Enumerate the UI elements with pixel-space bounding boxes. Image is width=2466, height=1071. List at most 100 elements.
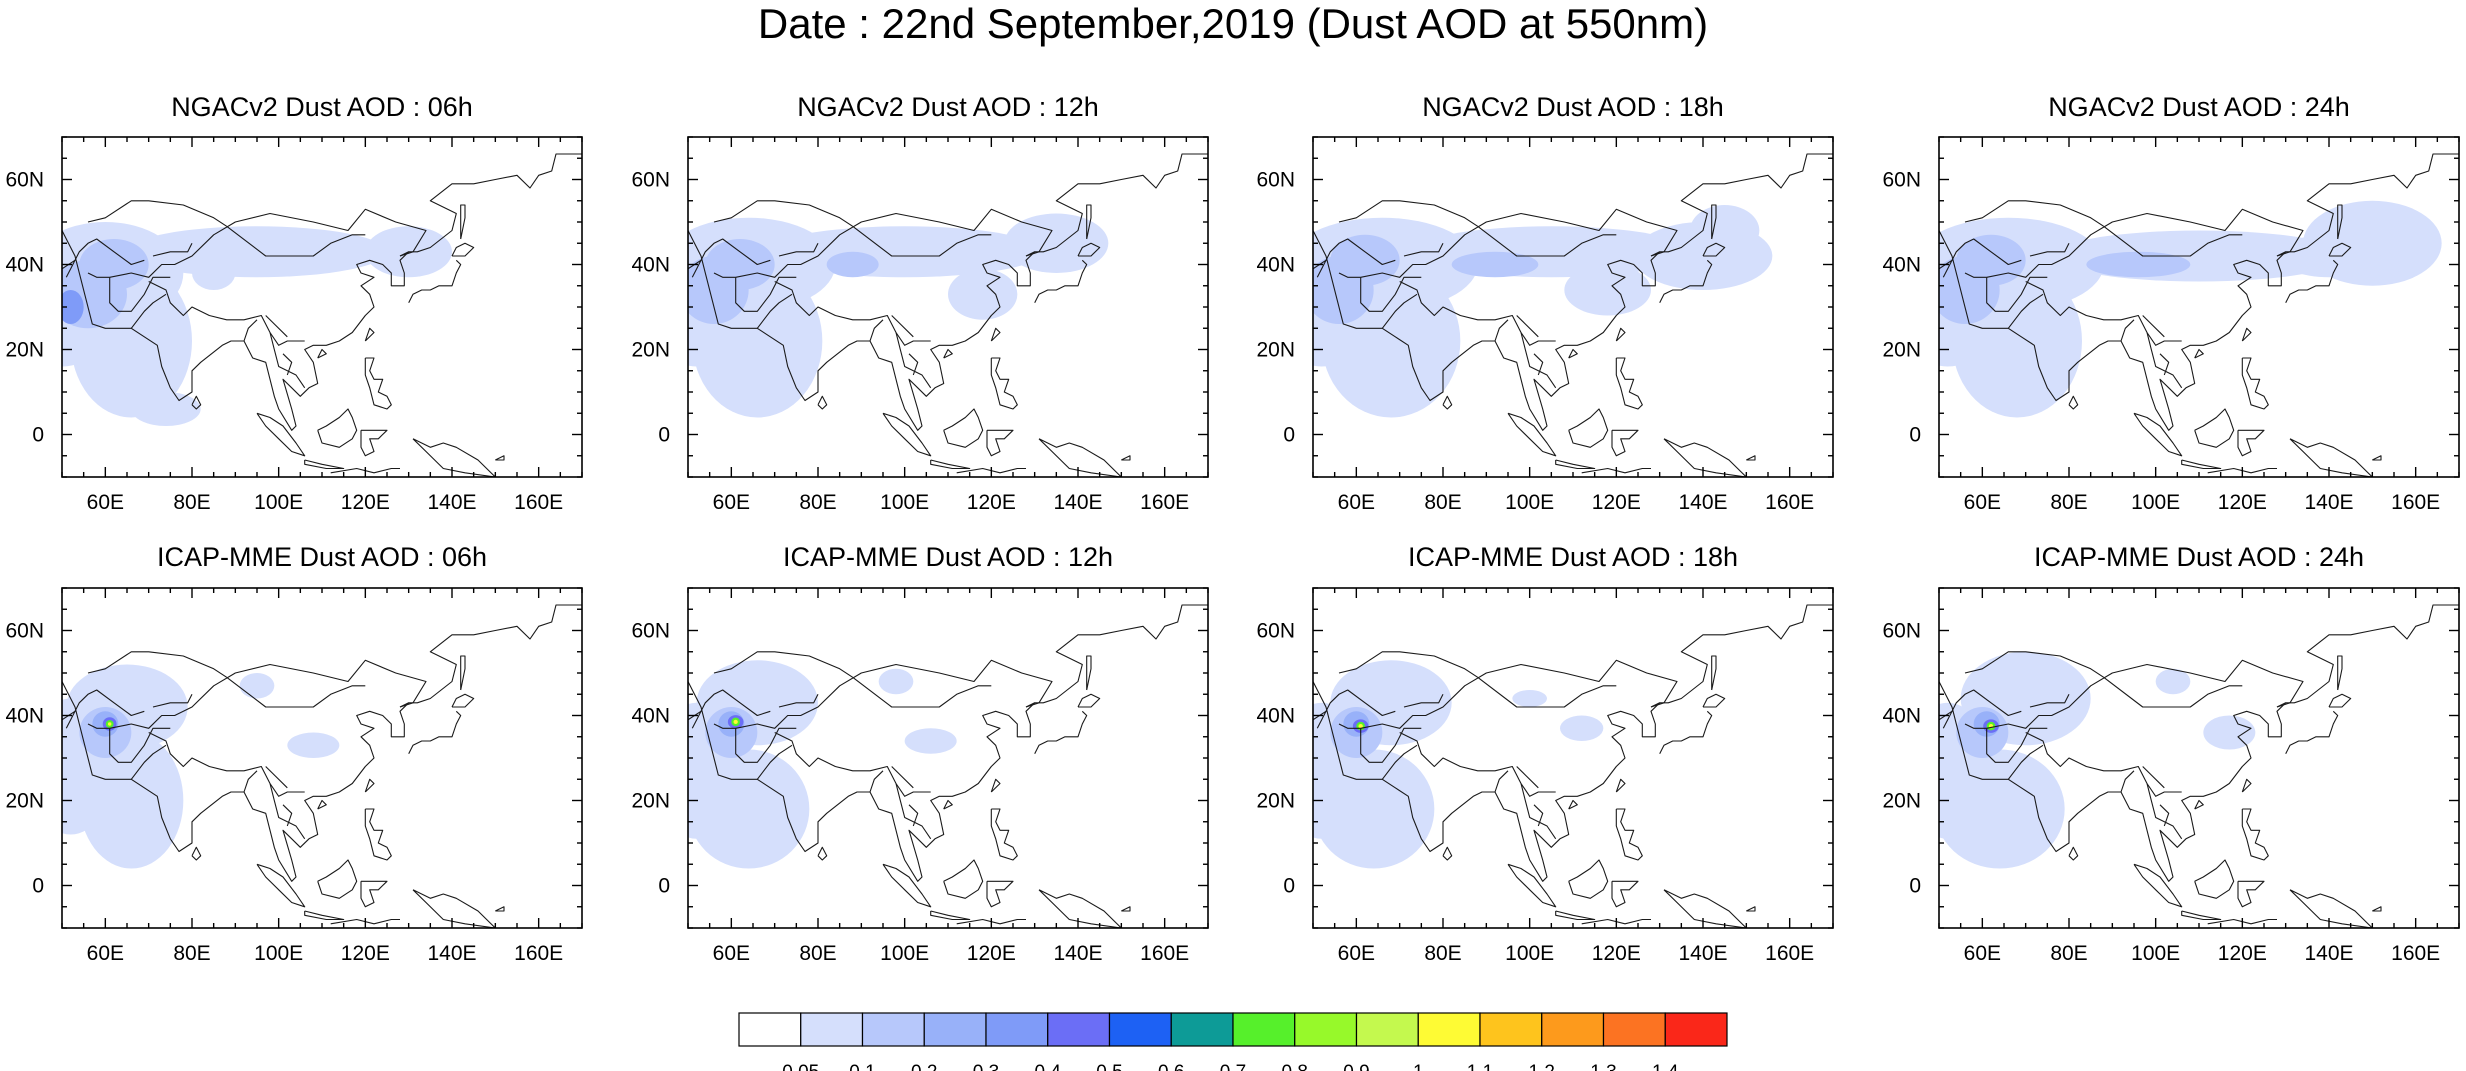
coastline [2285, 710, 2339, 755]
coastline [1663, 889, 1747, 928]
aod-shading [688, 213, 1109, 418]
colorbar-label: 0.1 [849, 1062, 875, 1071]
coastline [869, 319, 884, 342]
colorbar-swatch [1232, 1012, 1296, 1047]
coastline [364, 808, 392, 861]
coastline [62, 604, 582, 882]
colorbar-swatch [800, 1012, 864, 1047]
coastline [1702, 242, 1726, 257]
coastline [1316, 260, 1327, 278]
lat-tick-label: 40N [1256, 254, 1295, 277]
coastline [1942, 260, 1953, 278]
lat-tick-label: 40N [1256, 705, 1295, 728]
lon-tick-label: 120E [341, 491, 390, 514]
coastline [451, 693, 475, 708]
coastline [1659, 710, 1713, 755]
coastline [1615, 327, 1626, 342]
coastline [2337, 204, 2343, 240]
coastline [691, 260, 702, 278]
coastline [87, 200, 228, 227]
coastline [1555, 910, 1596, 921]
coastline [735, 276, 797, 312]
coastline [317, 859, 358, 899]
coastline [408, 259, 462, 304]
coastline [2285, 259, 2339, 304]
coastline [1360, 276, 1422, 312]
coastline [408, 710, 462, 755]
coastline [2103, 225, 2243, 257]
lat-tick-label: 0 [1909, 424, 1921, 447]
coastline [1086, 204, 1092, 240]
aod-shading [1939, 651, 2256, 869]
coastline [399, 702, 409, 708]
lon-tick-label: 140E [2304, 491, 2353, 514]
coastline [891, 315, 914, 338]
coastline [1520, 332, 1557, 389]
aod-patch [1313, 749, 1435, 869]
coastline [460, 655, 466, 691]
lat-tick-label: 40N [1882, 705, 1921, 728]
lon-tick-label: 60E [87, 491, 124, 514]
coastline [451, 242, 475, 257]
map-panel-ngacv2-18h: 60E 80E 100E 120E 140E 160E 0 20N 40N 60N [1256, 136, 1834, 514]
coastlines [688, 153, 1208, 477]
aod-patch [688, 749, 810, 869]
lat-tick-label: 20N [5, 339, 44, 362]
panel-title-ngac-24h: NGACv2 Dust AOD : 24h [2048, 92, 2350, 122]
colorbar-label: 0.05 [782, 1062, 819, 1071]
coastline [1442, 846, 1453, 861]
coastline [713, 200, 854, 227]
panel-title-ngac-06h: NGACv2 Dust AOD : 06h [171, 92, 473, 122]
colorbar-swatch [923, 1012, 987, 1047]
coastline [1025, 702, 1035, 708]
coastline [943, 859, 984, 899]
coastline [735, 208, 1053, 278]
aod-patch [62, 290, 84, 324]
coastline [130, 293, 167, 329]
coastline [882, 412, 932, 457]
lon-tick-label: 120E [1592, 942, 1641, 965]
panel-title-ngac-18h: NGACv2 Dust AOD : 18h [1422, 92, 1724, 122]
aod-patch [287, 732, 340, 758]
coastline [2146, 332, 2183, 389]
lat-tick-label: 20N [5, 790, 44, 813]
coastline [330, 918, 400, 925]
coastline [2103, 676, 2243, 708]
coastline [2159, 353, 2170, 376]
coastline [1338, 651, 1479, 678]
coastline [304, 910, 345, 921]
lon-tick-label: 120E [967, 491, 1016, 514]
coastline [1568, 348, 1578, 359]
coastline [1711, 204, 1717, 240]
colorbar-label: 0.8 [1282, 1062, 1308, 1071]
lat-tick-label: 60N [1882, 169, 1921, 192]
lon-tick-label: 140E [1678, 491, 1727, 514]
coastline [990, 808, 1018, 861]
map-panel-ngacv2-24h: 60E 80E 100E 120E 140E 160E 0 20N 40N 60N [1882, 136, 2460, 514]
coastline [895, 332, 932, 389]
coastline [1615, 778, 1626, 793]
lon-tick-label: 140E [1678, 942, 1727, 965]
aod-patch [2155, 668, 2191, 695]
coastline [1533, 353, 1544, 376]
colorbar-swatch [1417, 1012, 1481, 1047]
lon-tick-label: 80E [2050, 491, 2087, 514]
coastline [495, 455, 505, 461]
coastline [265, 766, 288, 789]
coastline [1746, 906, 1756, 912]
coastline [1581, 467, 1651, 474]
coastline [1516, 766, 1539, 789]
coastline [2007, 744, 2044, 780]
lon-tick-label: 60E [1964, 942, 2001, 965]
lat-tick-label: 60N [631, 169, 670, 192]
lon-tick-label: 160E [2391, 942, 2440, 965]
lat-tick-label: 60N [631, 620, 670, 643]
coastline [148, 732, 305, 797]
coastline [882, 863, 932, 908]
coastlines [1939, 153, 2459, 477]
coastline [778, 243, 819, 257]
map-panel-icap-mme-12h: 60E 80E 100E 120E 140E 160E 0 20N 40N 60N [631, 587, 1209, 965]
aod-patch [1564, 264, 1651, 316]
coastline [895, 783, 932, 840]
coastline [2068, 846, 2079, 861]
